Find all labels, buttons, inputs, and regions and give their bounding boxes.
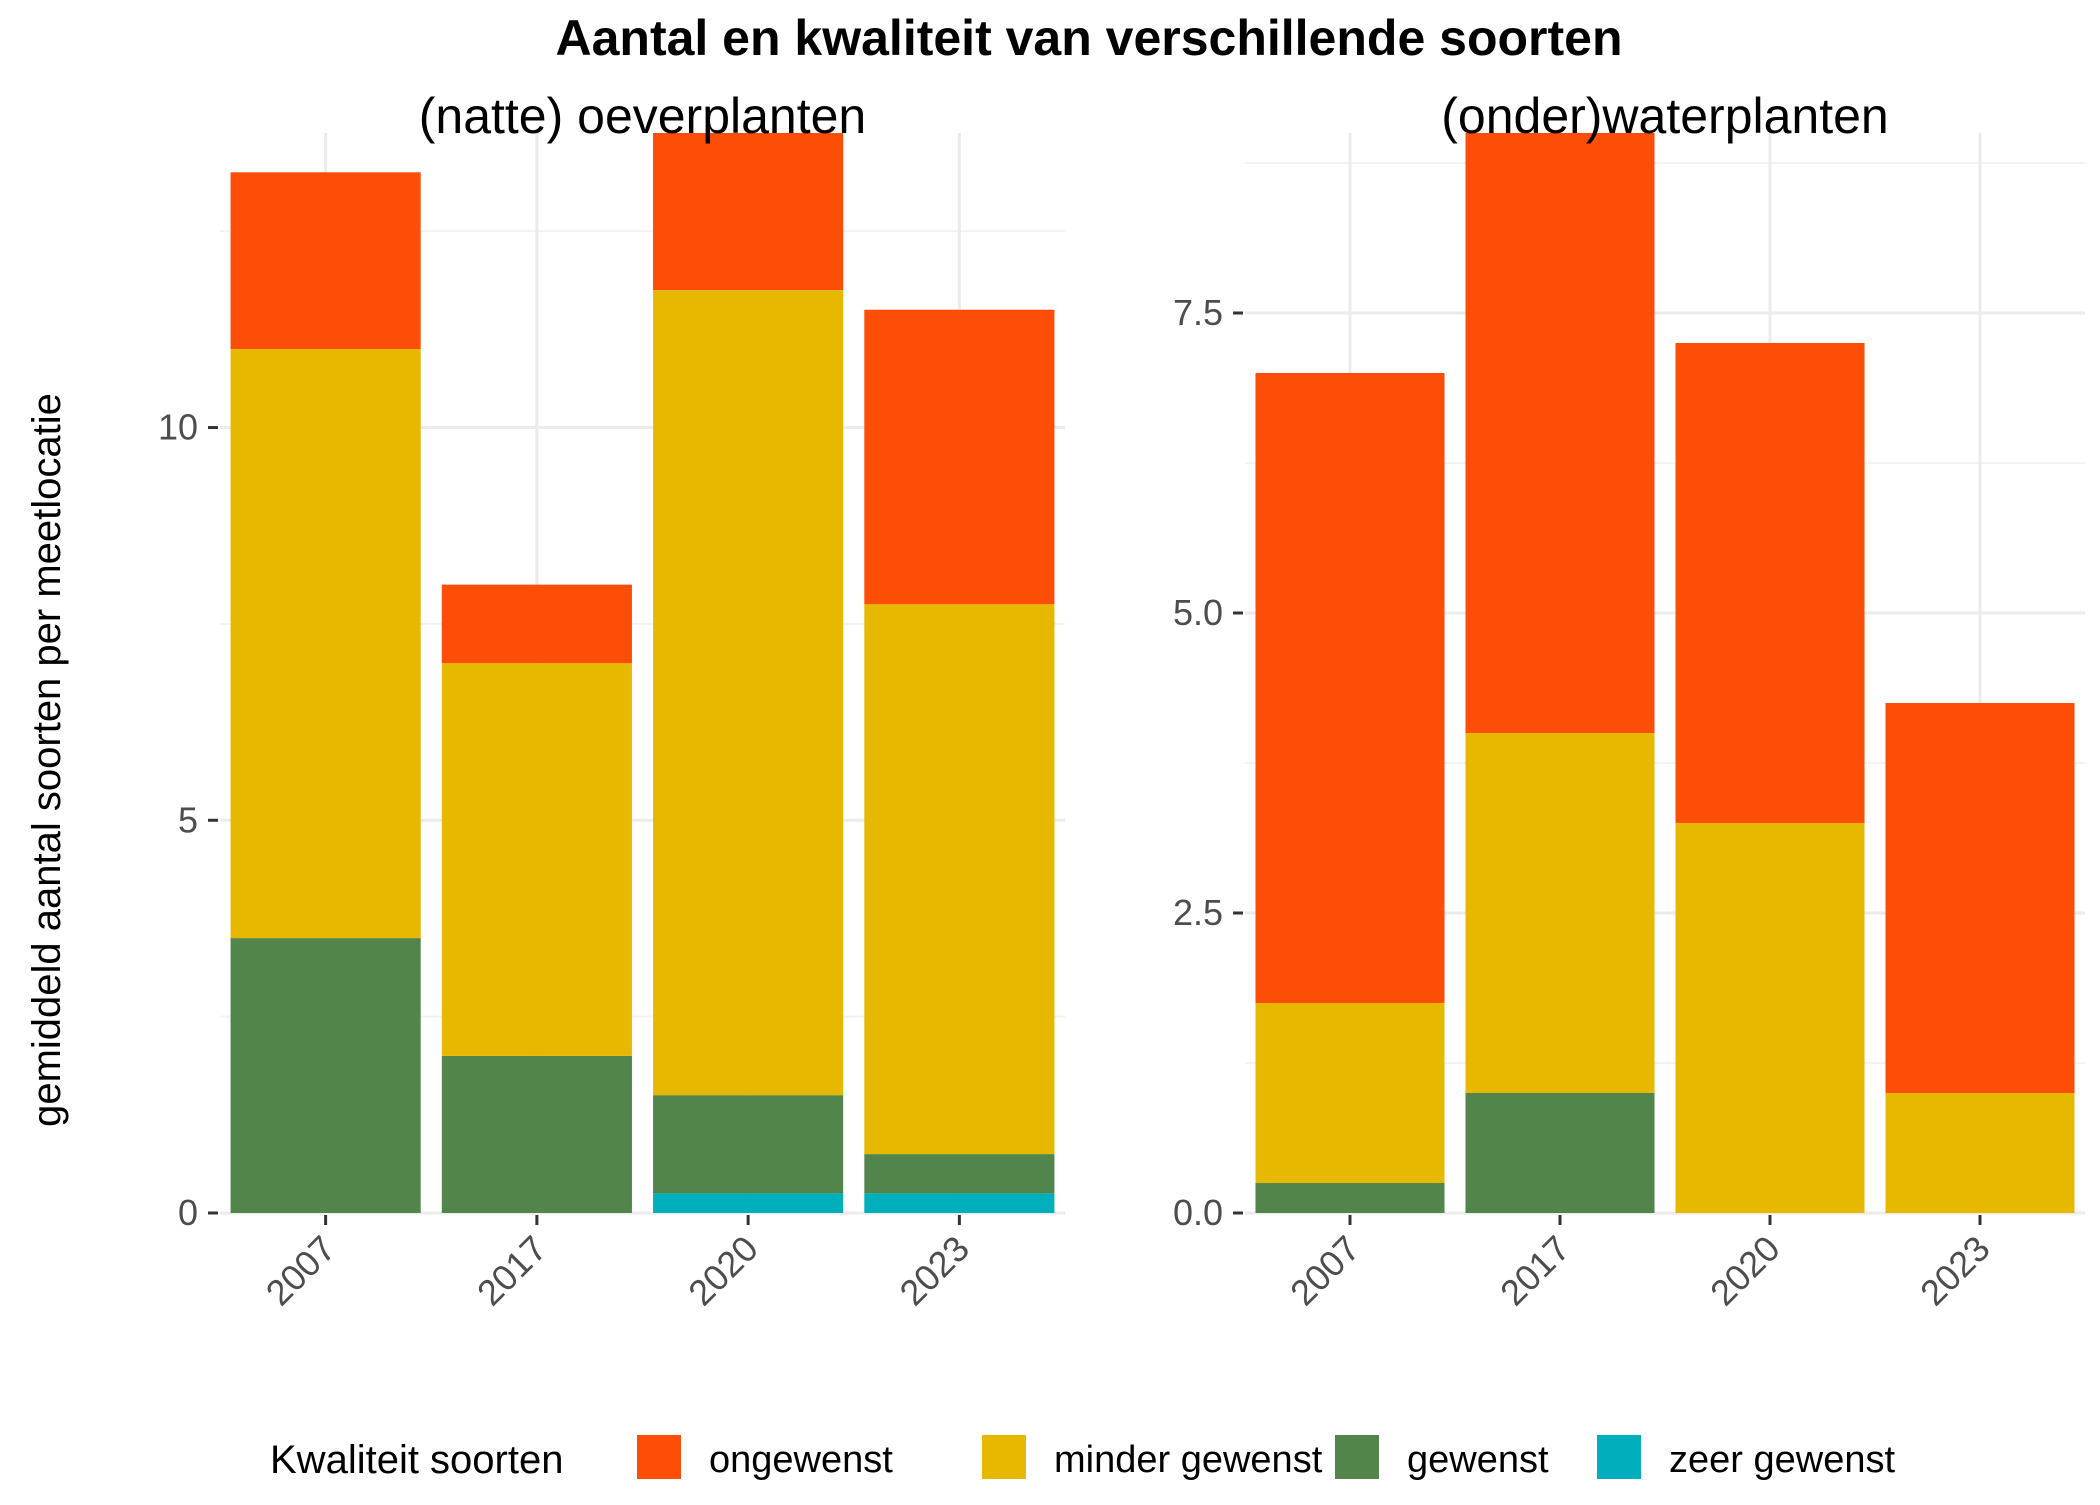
legend-swatch-zeer-gewenst [1597, 1435, 1641, 1479]
x-tick-label: 2023 [1912, 1228, 1998, 1314]
bar-segment-2020-zeer-gewenst [653, 1193, 844, 1213]
bar-segment-2017-gewenst [441, 1055, 632, 1213]
x-tick-label: 2017 [1492, 1228, 1578, 1314]
panel-title: (natte) oeverplanten [419, 88, 867, 144]
x-tick-label: 2020 [680, 1228, 766, 1314]
legend-label-gewenst: gewenst [1407, 1439, 1549, 1481]
bar-segment-2017-minder-gewenst [1465, 733, 1655, 1093]
bar-segment-2023-ongewenst [864, 309, 1055, 605]
panel-waterplanten: 0.0 2.5 5.0 7.5 2007 2017 2020 2023 (onder)water… [1173, 88, 2085, 1313]
x-tick-label: 2023 [891, 1228, 977, 1314]
bar-segment-2023-zeer-gewenst [864, 1193, 1055, 1213]
bar-segment-2023-gewenst [864, 1154, 1055, 1194]
bar-segment-2007-ongewenst [230, 172, 421, 349]
x-tick-label: 2017 [469, 1228, 555, 1314]
bar-segment-2007-minder-gewenst [1255, 1003, 1445, 1183]
bar-segment-2020-ongewenst [653, 133, 844, 291]
x-tick-label: 2020 [1702, 1228, 1788, 1314]
x-tick-label: 2007 [1282, 1228, 1368, 1314]
bar-segment-2007-gewenst [230, 938, 421, 1213]
bar-segment-2023-minder-gewenst [864, 604, 1055, 1155]
legend-label-minder-gewenst: minder gewenst [1054, 1439, 1323, 1481]
bar-segment-2017-gewenst [1465, 1093, 1655, 1213]
y-axis-label: gemiddeld aantal soorten per meetlocatie [25, 393, 69, 1127]
bar-segment-2017-ongewenst [441, 584, 632, 664]
x-tick-label: 2007 [258, 1228, 344, 1314]
legend-label-zeer-gewenst: zeer gewenst [1669, 1439, 1895, 1481]
bar-segment-2020-gewenst [653, 1095, 844, 1194]
y-tick-label: 5.0 [1173, 592, 1223, 633]
bar-segment-2007-minder-gewenst [230, 349, 421, 939]
legend-swatch-ongewenst [637, 1435, 681, 1479]
legend-title: Kwaliteit soorten [270, 1438, 563, 1482]
y-tick-label: 5 [178, 799, 198, 840]
y-tick-label: 0 [178, 1192, 198, 1233]
y-tick-label: 2.5 [1173, 892, 1223, 933]
legend-swatch-minder-gewenst [982, 1435, 1026, 1479]
legend: Kwaliteit soorten ongewenst minder gewens… [270, 1435, 1895, 1482]
legend-swatch-gewenst [1335, 1435, 1379, 1479]
chart-title: Aantal en kwaliteit van verschillende so… [555, 10, 1622, 66]
bar-segment-2007-ongewenst [1255, 373, 1445, 1003]
bar-segment-2023-minder-gewenst [1885, 1093, 2075, 1213]
y-tick-label: 7.5 [1173, 292, 1223, 333]
y-tick-label: 10 [158, 407, 198, 448]
bar-segment-2020-minder-gewenst [1675, 823, 1865, 1213]
bar-segment-2017-minder-gewenst [441, 663, 632, 1056]
panel-title: (onder)waterplanten [1441, 88, 1889, 144]
y-tick-label: 0.0 [1173, 1192, 1223, 1233]
bar-segment-2020-ongewenst [1675, 343, 1865, 823]
bar-segment-2007-gewenst [1255, 1183, 1445, 1213]
bar-segment-2023-ongewenst [1885, 703, 2075, 1093]
bar-segment-2020-minder-gewenst [653, 290, 844, 1096]
panel-oeverplanten: 0 5 10 2007 2017 2020 2023 (natte) oeverplanten [158, 88, 1065, 1313]
bar-segment-2017-ongewenst [1465, 133, 1655, 733]
legend-label-ongewenst: ongewenst [709, 1439, 893, 1481]
